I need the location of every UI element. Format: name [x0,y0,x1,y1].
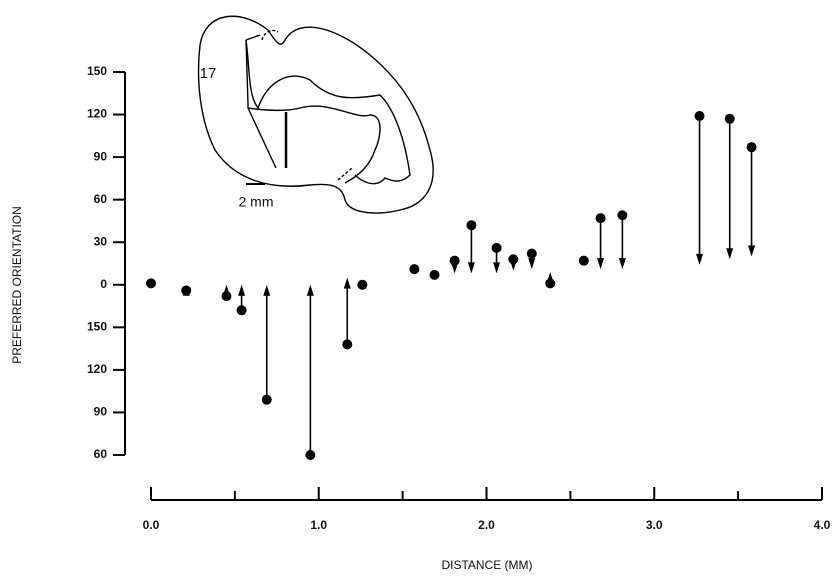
arrow-head [306,284,314,296]
arrow-head [748,245,756,257]
arrow-head [343,277,351,289]
data-point [181,285,192,296]
data-point [409,264,420,275]
data-point [746,142,757,153]
data-point [491,242,502,253]
data-point [305,450,316,460]
x-tick-label: 4.0 [814,518,831,532]
scale-label: 2 mm [239,194,274,210]
y-tick-label: 90 [94,149,108,163]
data-point [449,255,460,266]
y-tick-label: 0 [100,277,107,291]
x-tick-label: 3.0 [646,518,663,532]
arrow-head [467,262,475,274]
data-point [146,278,156,289]
y-tick-label: 90 [94,405,108,419]
y-tick-label: 30 [94,234,108,248]
data-point [342,339,353,350]
arrow-head [726,248,734,260]
y-tick-label: 120 [87,362,107,376]
y-tick-label: 60 [94,447,108,461]
data-point [429,269,440,280]
x-tick-label: 0.0 [143,518,160,532]
arrow-head [493,262,501,274]
data-point [545,278,556,289]
data-point [617,210,628,221]
data-point [236,305,247,316]
data-point [694,110,705,121]
x-tick-label: 1.0 [310,518,327,532]
y-tick-label: 150 [87,64,107,78]
data-point [526,248,537,259]
arrow-head [528,258,536,270]
y-tick-label: 120 [87,107,107,121]
arrow-head [696,253,704,265]
data-point [261,394,272,405]
data-point [508,254,519,265]
cortex-inset [197,15,434,214]
area-label: 17 [200,65,217,82]
x-tick-label: 2.0 [478,518,495,532]
data-point [357,279,368,290]
data-point [595,213,606,224]
arrow-head [597,258,605,270]
y-tick-label: 60 [94,192,108,206]
data-point [466,220,477,231]
arrow-head [618,258,626,270]
y-tick-label: 150 [87,320,107,334]
y-axis-title: PREFERRED ORIENTATION [10,206,24,364]
data-point [724,113,735,124]
arrow-head [263,284,271,296]
data-point [578,255,589,266]
x-axis-title: DISTANCE (MM) [441,558,532,572]
data-point [221,291,232,302]
arrow-head [238,284,246,296]
